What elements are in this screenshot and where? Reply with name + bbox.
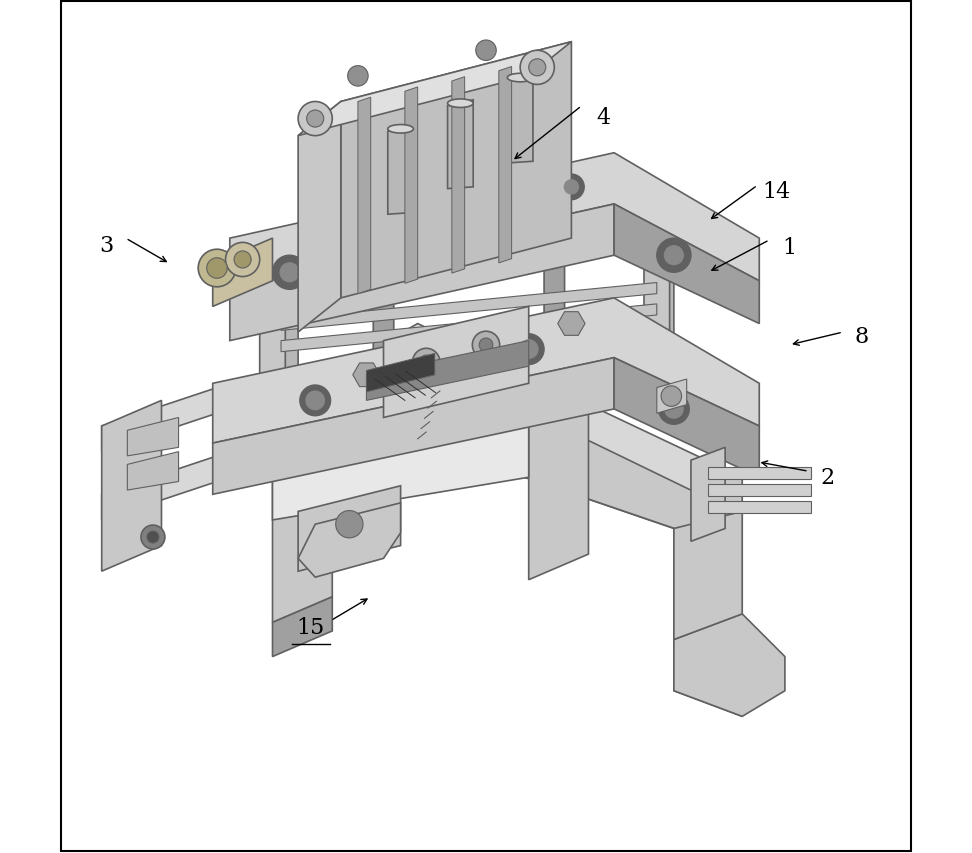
Polygon shape <box>298 102 341 333</box>
Polygon shape <box>353 363 380 387</box>
Circle shape <box>519 340 538 359</box>
Text: 3: 3 <box>99 235 113 257</box>
Polygon shape <box>127 452 179 490</box>
Polygon shape <box>614 205 759 324</box>
Text: 14: 14 <box>762 181 790 203</box>
Polygon shape <box>281 305 657 352</box>
Polygon shape <box>657 380 686 414</box>
Ellipse shape <box>507 74 533 83</box>
Polygon shape <box>272 444 332 623</box>
Ellipse shape <box>388 125 413 134</box>
Circle shape <box>298 102 332 136</box>
Polygon shape <box>298 503 400 577</box>
Circle shape <box>306 111 324 128</box>
Circle shape <box>520 51 554 85</box>
Polygon shape <box>644 252 670 363</box>
Text: 1: 1 <box>782 236 796 258</box>
Polygon shape <box>229 154 759 290</box>
Circle shape <box>207 258 227 279</box>
Circle shape <box>198 250 236 287</box>
Circle shape <box>320 226 345 252</box>
Circle shape <box>475 41 497 61</box>
Polygon shape <box>388 126 413 215</box>
Circle shape <box>299 386 330 416</box>
Polygon shape <box>341 43 572 299</box>
Polygon shape <box>708 485 811 496</box>
Text: 2: 2 <box>820 467 835 489</box>
Polygon shape <box>708 502 811 514</box>
Polygon shape <box>281 283 657 331</box>
Circle shape <box>665 247 683 265</box>
Polygon shape <box>102 401 161 572</box>
Circle shape <box>529 60 546 77</box>
Polygon shape <box>366 341 529 401</box>
Polygon shape <box>229 205 614 341</box>
Polygon shape <box>277 277 298 456</box>
Polygon shape <box>358 324 743 717</box>
Polygon shape <box>452 78 465 274</box>
Circle shape <box>419 356 434 369</box>
Polygon shape <box>375 358 743 537</box>
Text: 4: 4 <box>597 107 611 129</box>
Polygon shape <box>708 467 811 479</box>
Polygon shape <box>298 43 572 136</box>
Polygon shape <box>366 354 434 392</box>
Circle shape <box>661 386 681 407</box>
Polygon shape <box>499 67 511 264</box>
Polygon shape <box>213 358 614 495</box>
Circle shape <box>306 392 325 410</box>
Circle shape <box>326 232 339 246</box>
Polygon shape <box>272 426 529 520</box>
Polygon shape <box>102 452 229 520</box>
Circle shape <box>234 252 251 269</box>
Polygon shape <box>373 292 394 392</box>
Polygon shape <box>652 243 674 422</box>
Polygon shape <box>447 101 473 189</box>
Polygon shape <box>260 311 286 422</box>
Polygon shape <box>272 597 332 657</box>
Circle shape <box>147 531 158 543</box>
Polygon shape <box>614 358 759 478</box>
Circle shape <box>280 264 299 282</box>
Circle shape <box>479 339 493 352</box>
Polygon shape <box>102 384 229 452</box>
Circle shape <box>559 175 584 200</box>
Circle shape <box>335 511 363 538</box>
Circle shape <box>348 67 368 87</box>
Polygon shape <box>507 75 533 164</box>
Circle shape <box>658 394 689 425</box>
Text: 8: 8 <box>854 326 869 348</box>
Circle shape <box>513 334 544 365</box>
Polygon shape <box>674 512 743 640</box>
Polygon shape <box>544 249 565 350</box>
Polygon shape <box>213 299 759 444</box>
Circle shape <box>565 181 578 194</box>
Polygon shape <box>127 418 179 456</box>
Circle shape <box>472 332 500 359</box>
Ellipse shape <box>447 100 473 108</box>
Circle shape <box>412 349 440 376</box>
Circle shape <box>665 400 683 419</box>
Circle shape <box>657 239 691 273</box>
Polygon shape <box>298 486 400 572</box>
Polygon shape <box>384 307 529 418</box>
Circle shape <box>141 525 165 549</box>
Circle shape <box>226 243 260 277</box>
Circle shape <box>272 256 306 290</box>
Polygon shape <box>358 98 370 294</box>
Polygon shape <box>558 312 585 336</box>
Polygon shape <box>213 239 272 307</box>
Polygon shape <box>529 401 588 580</box>
Text: 15: 15 <box>296 616 325 638</box>
Polygon shape <box>674 614 785 717</box>
Polygon shape <box>691 448 725 542</box>
Polygon shape <box>405 88 418 284</box>
